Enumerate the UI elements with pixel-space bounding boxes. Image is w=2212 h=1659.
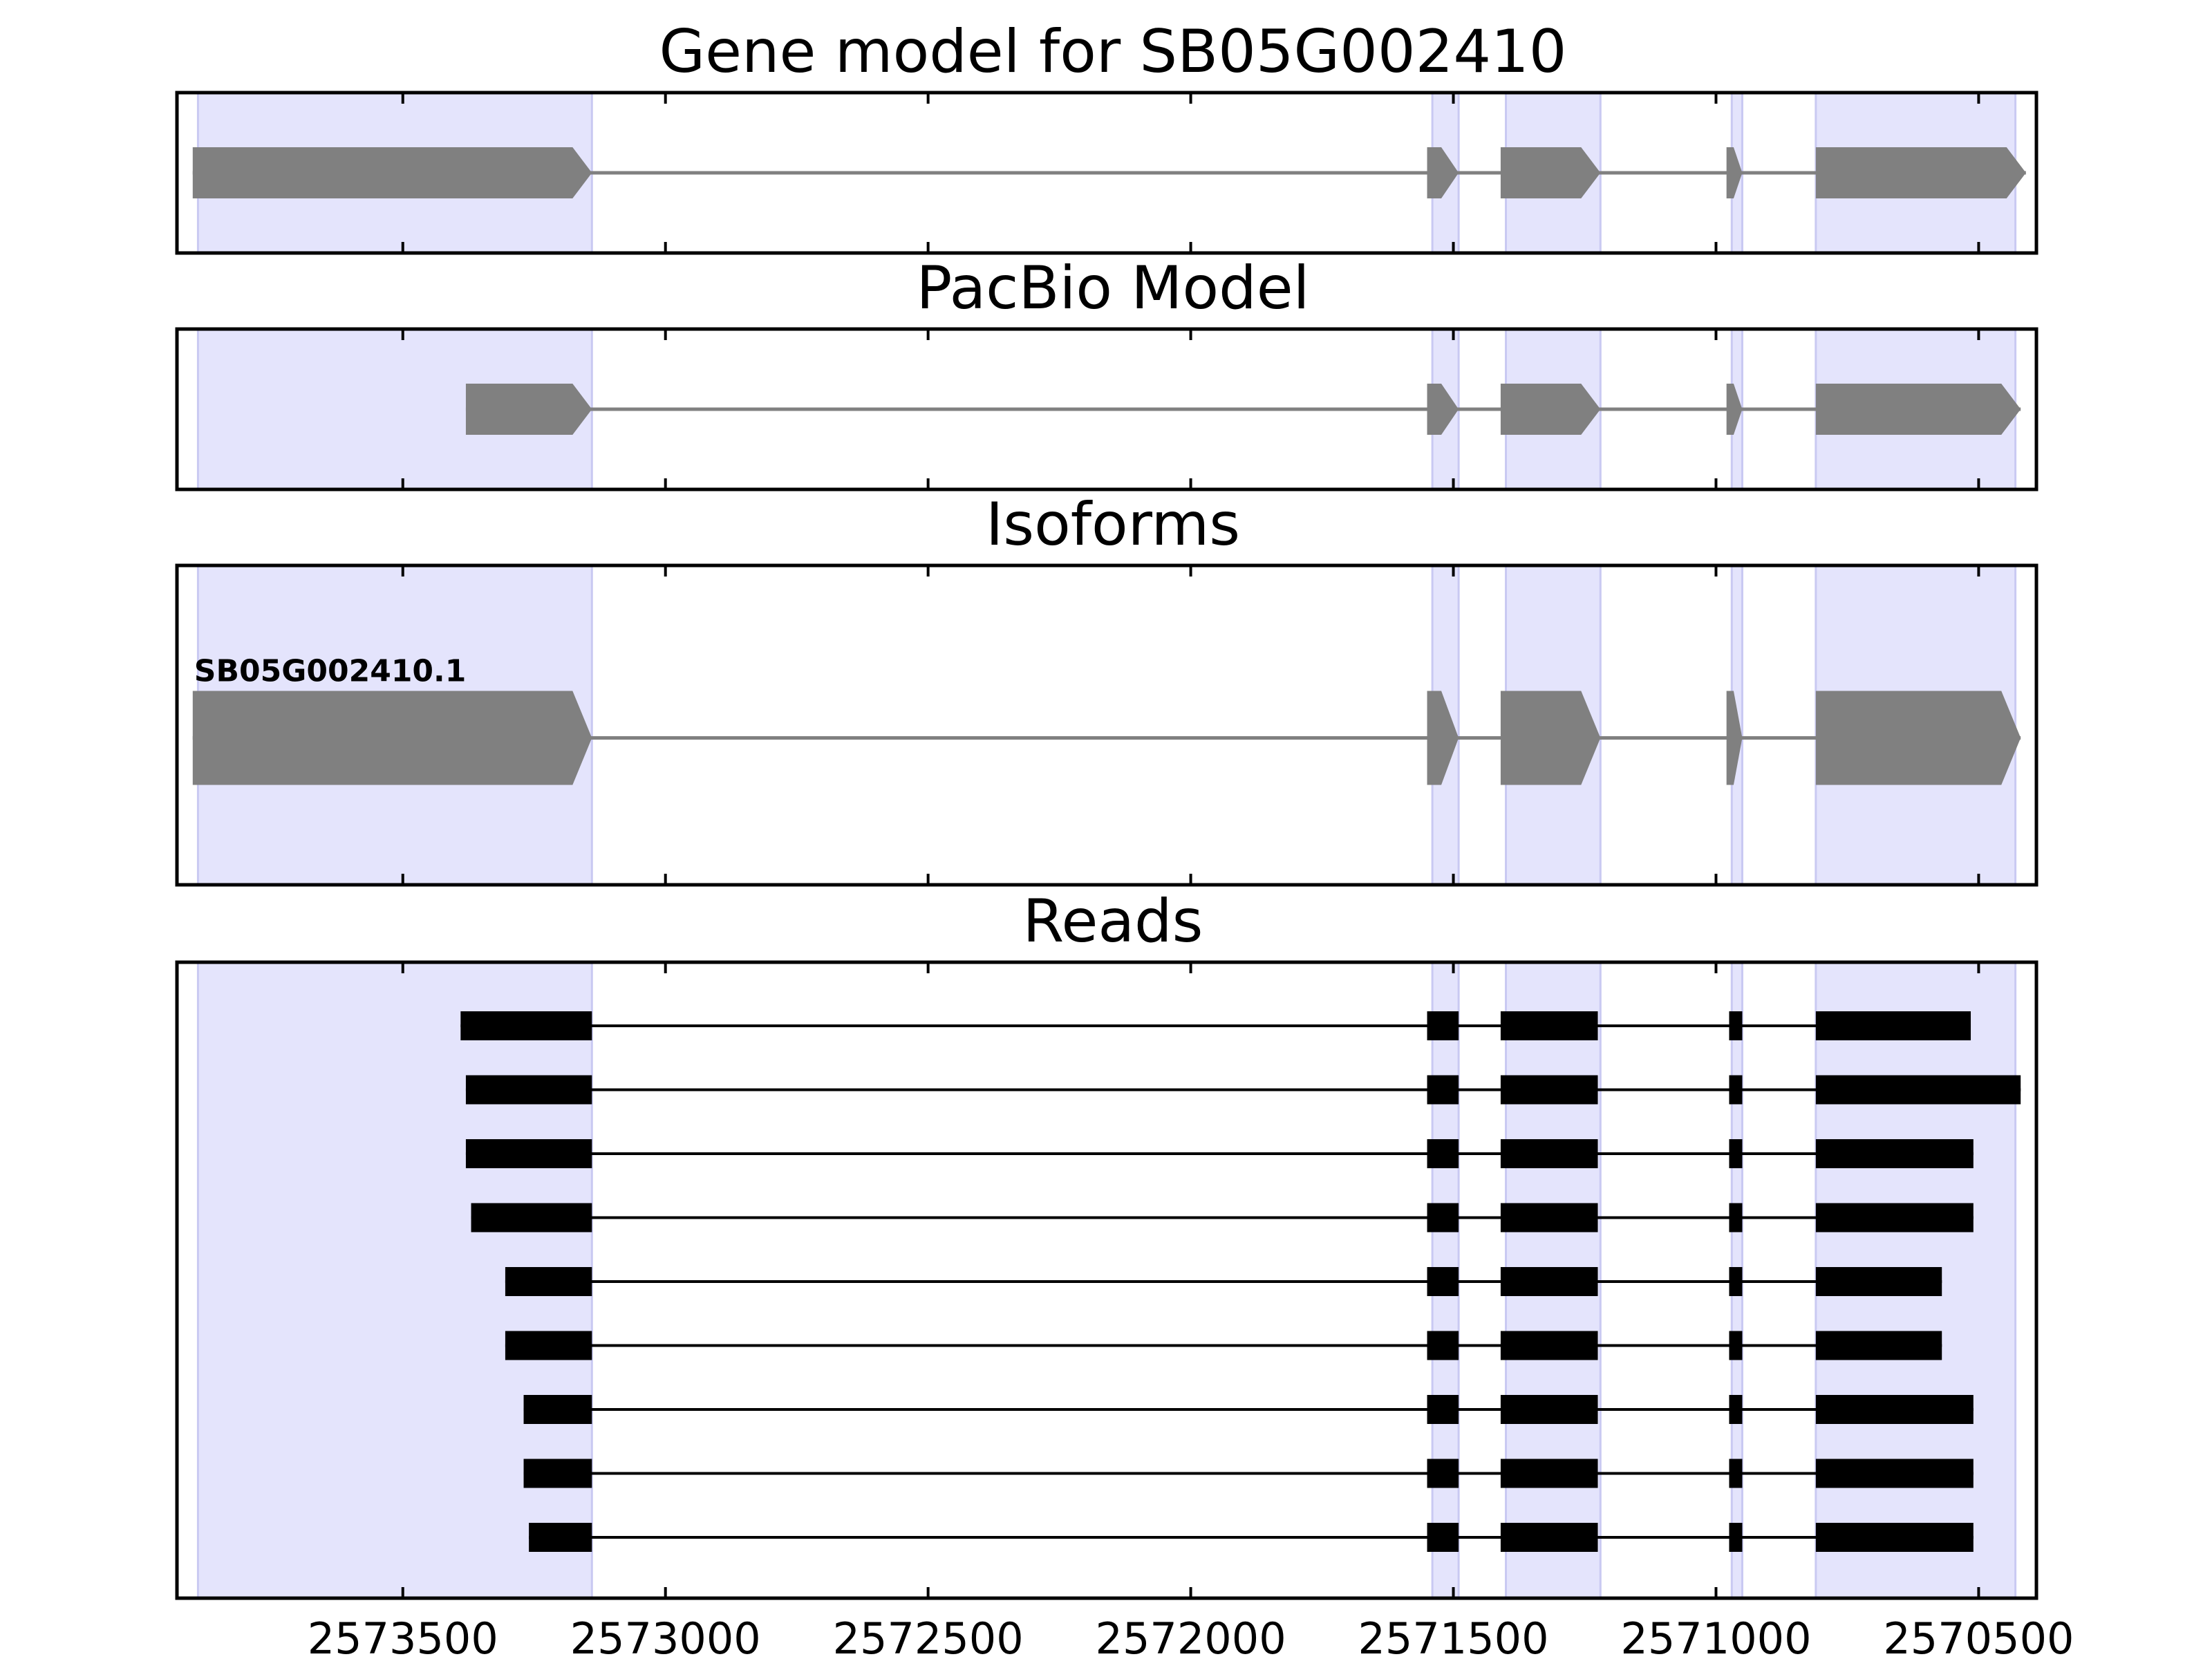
read-exon-block [1500, 1523, 1598, 1552]
read-exon-block [1729, 1139, 1743, 1168]
exon-arrow [1500, 691, 1601, 785]
x-tick-label: 2571500 [1358, 1613, 1548, 1659]
x-tick-label: 2572500 [833, 1613, 1024, 1659]
panel-title-pacbio-model: PacBio Model [916, 254, 1309, 323]
exon-arrow [192, 691, 592, 785]
panel-title-gene-model: Gene model for SB05G002410 [659, 17, 1567, 86]
panel-pacbio-model: PacBio Model [175, 254, 2038, 491]
x-axis-tick-labels: 2573500 2573000 2572500 2572000 2571500 25710… [308, 1613, 2074, 1659]
exon-arrow [1726, 147, 1743, 198]
read-exon-block [460, 1011, 592, 1040]
read-exon-block [1427, 1139, 1459, 1168]
read-exon-block [1427, 1395, 1459, 1424]
read-exon-block [1500, 1075, 1598, 1105]
read-exon-block [1427, 1331, 1459, 1360]
read-exon-block [1500, 1203, 1598, 1232]
read-exon-block [1815, 1139, 1974, 1168]
read-exon-block [1729, 1523, 1743, 1552]
exon-arrow [1427, 147, 1459, 198]
read-exon-block [465, 1075, 592, 1105]
read-exon-block [1815, 1523, 1974, 1552]
read-exon-block [1500, 1139, 1598, 1168]
read-exon-block [465, 1139, 592, 1168]
panel-title-isoforms: Isoforms [986, 490, 1240, 559]
read-exon-block [505, 1331, 592, 1360]
x-tick-label: 2573500 [308, 1613, 498, 1659]
exon-arrow [1815, 384, 2021, 435]
read-exon-block [1815, 1203, 1974, 1232]
panel-gene-model: Gene model for SB05G002410 [175, 17, 2038, 255]
read-exon-block [1427, 1523, 1459, 1552]
x-tick-label: 2570500 [1883, 1613, 2074, 1659]
read-exon-block [1427, 1075, 1459, 1105]
read-exon-block [1500, 1011, 1598, 1040]
read-exon-block [1500, 1395, 1598, 1424]
read-exon-block [1500, 1459, 1598, 1488]
panel-isoforms: Isoforms SB05G002410.1 [175, 490, 2038, 887]
panel-frame [175, 91, 2038, 255]
exon-arrow [1815, 147, 2026, 198]
read-exon-block [1427, 1459, 1459, 1488]
exon-arrow [1726, 691, 1743, 785]
panel-frame [175, 960, 2038, 1600]
x-tick-label: 2573000 [570, 1613, 761, 1659]
read-exon-block [1500, 1331, 1598, 1360]
panel-title-reads: Reads [1023, 887, 1203, 956]
read-exon-block [523, 1395, 592, 1424]
read-exon-block [1815, 1395, 1974, 1424]
read-exon-block [523, 1459, 592, 1488]
exon-arrow [1427, 691, 1459, 785]
exon-arrow [1500, 384, 1601, 435]
read-exon-block [1729, 1203, 1743, 1232]
read-exon-block [1815, 1267, 1942, 1296]
read-exon-block [1729, 1075, 1743, 1105]
read-exon-block [1729, 1395, 1743, 1424]
read-exon-block [1815, 1075, 2021, 1105]
read-exon-block [1729, 1011, 1743, 1040]
x-tick-label: 2572000 [1096, 1613, 1286, 1659]
read-exon-block [1427, 1011, 1459, 1040]
read-exon-block [1815, 1459, 1974, 1488]
panel-frame [175, 563, 2038, 887]
read-exon-block [1500, 1267, 1598, 1296]
read-exon-block [1427, 1267, 1459, 1296]
exon-arrow [1726, 384, 1743, 435]
read-exon-block [529, 1523, 592, 1552]
isoform-label: SB05G002410.1 [194, 653, 467, 688]
read-exon-block [1729, 1267, 1743, 1296]
exon-arrow [1427, 384, 1459, 435]
read-exon-block [505, 1267, 592, 1296]
panel-reads: Reads [175, 887, 2038, 1600]
panel-frame [175, 327, 2038, 491]
read-exon-block [1427, 1203, 1459, 1232]
read-exon-block [1729, 1459, 1743, 1488]
exon-arrow [1815, 691, 2021, 785]
exon-arrow [192, 147, 592, 198]
read-exon-block [1815, 1331, 1942, 1360]
read-exon-block [1815, 1011, 1971, 1040]
exon-arrow [465, 384, 592, 435]
exon-arrow [1500, 147, 1601, 198]
x-tick-label: 2571000 [1620, 1613, 1811, 1659]
read-exon-block [471, 1203, 592, 1232]
read-exon-block [1729, 1331, 1743, 1360]
